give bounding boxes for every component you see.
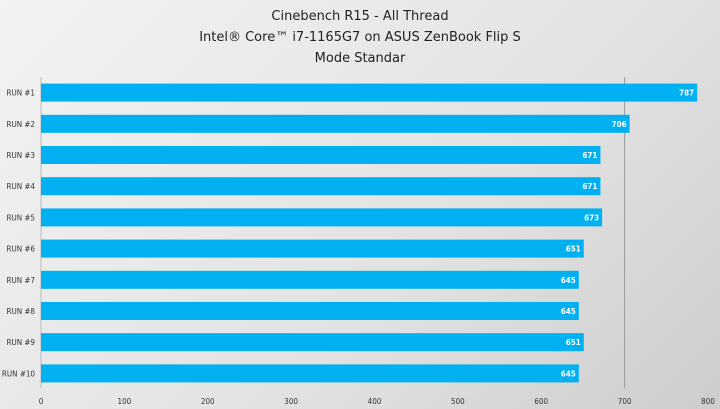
data-label: 673 <box>584 213 599 222</box>
bar <box>41 333 584 352</box>
x-tick-label: 500 <box>451 397 465 406</box>
bar <box>41 239 584 258</box>
x-tick-label: 0 <box>39 397 44 406</box>
data-label: 671 <box>582 151 597 160</box>
bar <box>41 83 698 102</box>
data-label: 706 <box>612 120 627 129</box>
x-tick-label: 600 <box>534 397 548 406</box>
data-label: 787 <box>679 89 694 98</box>
y-tick-label: RUN #5 <box>6 213 35 222</box>
bar <box>41 270 579 289</box>
x-tick-label: 200 <box>201 397 215 406</box>
chart-title-line-3: Mode Standar <box>315 51 406 66</box>
data-label: 645 <box>561 369 576 378</box>
bar <box>41 146 601 164</box>
bar <box>41 364 579 383</box>
y-tick-label: RUN #1 <box>6 89 35 98</box>
x-tick-label: 100 <box>118 397 132 406</box>
y-tick-label: RUN #9 <box>6 338 35 347</box>
chart-title-line-2: Intel® Core™ i7-1165G7 on ASUS ZenBook F… <box>199 30 521 45</box>
bar <box>41 302 579 320</box>
y-tick-label: RUN #3 <box>6 151 35 160</box>
x-tick-label: 700 <box>618 397 632 406</box>
data-label: 651 <box>566 245 581 254</box>
x-tick-label: 300 <box>284 397 298 406</box>
data-label: 645 <box>561 307 576 316</box>
bar <box>41 114 630 133</box>
y-tick-label: RUN #8 <box>6 307 35 316</box>
bar <box>41 208 603 227</box>
x-tick-label: 800 <box>701 397 715 406</box>
chart-title-line-1: Cinebench R15 - All Thread <box>271 9 448 24</box>
x-tick-label: 400 <box>368 397 382 406</box>
y-tick-label: RUN #6 <box>6 245 35 254</box>
y-tick-label: RUN #7 <box>6 276 35 285</box>
data-label: 671 <box>582 182 597 191</box>
y-tick-label: RUN #4 <box>6 182 35 191</box>
data-label: 645 <box>561 276 576 285</box>
data-label: 651 <box>566 338 581 347</box>
y-tick-label: RUN #10 <box>2 369 36 378</box>
y-tick-label: RUN #2 <box>6 120 35 129</box>
bar <box>41 177 601 196</box>
